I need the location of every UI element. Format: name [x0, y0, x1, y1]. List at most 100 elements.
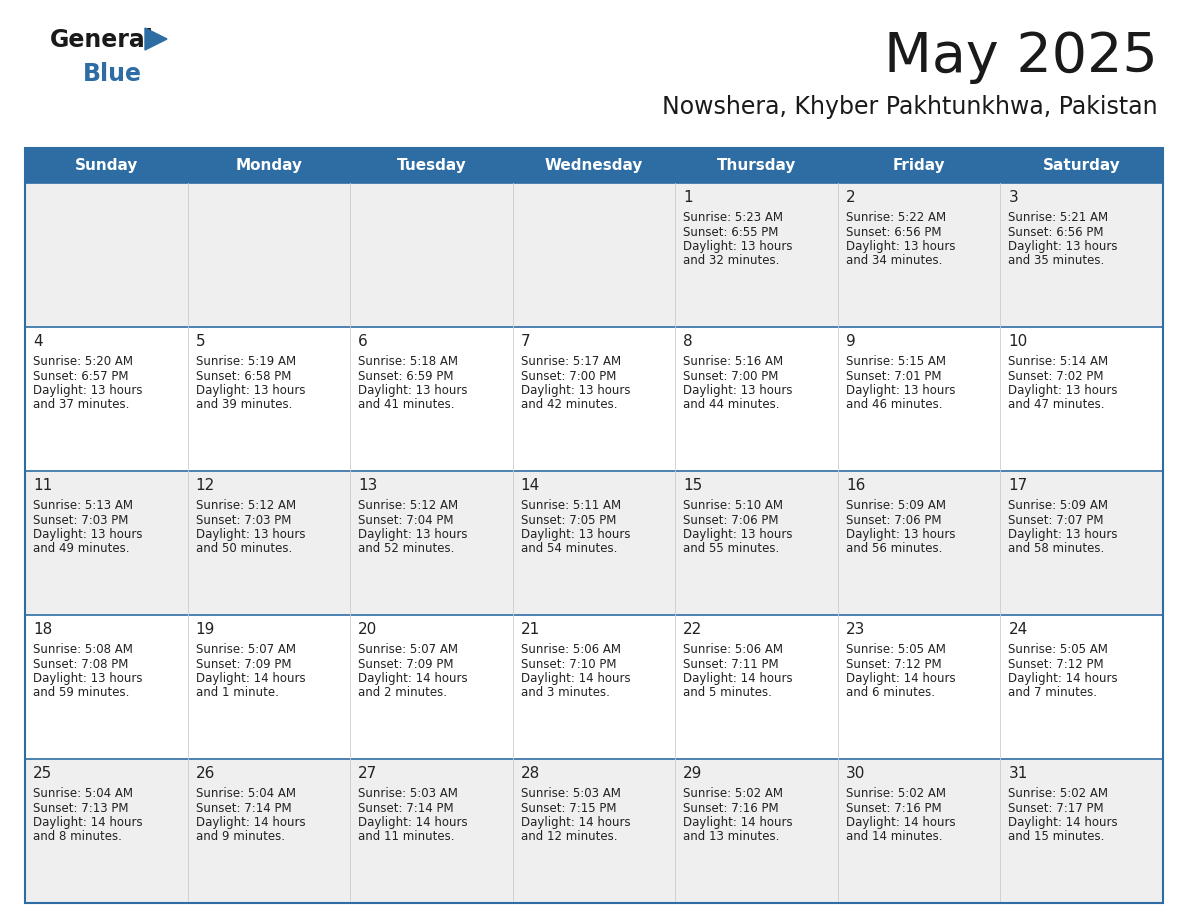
Text: Sunset: 7:14 PM: Sunset: 7:14 PM [196, 801, 291, 814]
Text: Sunset: 7:10 PM: Sunset: 7:10 PM [520, 657, 617, 670]
Text: Daylight: 13 hours: Daylight: 13 hours [683, 384, 792, 397]
Text: and 46 minutes.: and 46 minutes. [846, 398, 942, 411]
Text: Daylight: 13 hours: Daylight: 13 hours [1009, 528, 1118, 541]
Text: Sunset: 7:01 PM: Sunset: 7:01 PM [846, 370, 941, 383]
Bar [25, 471, 1163, 615]
Text: Sunrise: 5:16 AM: Sunrise: 5:16 AM [683, 355, 783, 368]
Text: 18: 18 [33, 622, 52, 637]
Text: and 55 minutes.: and 55 minutes. [683, 543, 779, 555]
Text: Daylight: 14 hours: Daylight: 14 hours [520, 672, 631, 685]
Text: Sunrise: 5:09 AM: Sunrise: 5:09 AM [1009, 499, 1108, 512]
Text: 16: 16 [846, 478, 865, 493]
Text: Nowshera, Khyber Pakhtunkhwa, Pakistan: Nowshera, Khyber Pakhtunkhwa, Pakistan [663, 95, 1158, 119]
Text: Sunrise: 5:06 AM: Sunrise: 5:06 AM [520, 643, 620, 656]
Text: Sunset: 7:02 PM: Sunset: 7:02 PM [1009, 370, 1104, 383]
Text: Sunrise: 5:09 AM: Sunrise: 5:09 AM [846, 499, 946, 512]
Bar [25, 327, 1163, 471]
Text: Sunrise: 5:22 AM: Sunrise: 5:22 AM [846, 211, 946, 224]
Text: and 39 minutes.: and 39 minutes. [196, 398, 292, 411]
Text: 23: 23 [846, 622, 865, 637]
Text: Daylight: 13 hours: Daylight: 13 hours [33, 528, 143, 541]
Text: and 34 minutes.: and 34 minutes. [846, 254, 942, 267]
Text: Daylight: 13 hours: Daylight: 13 hours [33, 384, 143, 397]
Text: and 5 minutes.: and 5 minutes. [683, 687, 772, 700]
Text: 13: 13 [358, 478, 378, 493]
Text: Sunrise: 5:04 AM: Sunrise: 5:04 AM [196, 787, 296, 800]
Bar [25, 148, 1163, 903]
Text: Daylight: 14 hours: Daylight: 14 hours [846, 672, 955, 685]
Text: Sunset: 7:15 PM: Sunset: 7:15 PM [520, 801, 617, 814]
Text: 28: 28 [520, 766, 541, 781]
Text: 15: 15 [683, 478, 702, 493]
Text: and 11 minutes.: and 11 minutes. [358, 831, 455, 844]
Text: 26: 26 [196, 766, 215, 781]
Text: Sunset: 7:12 PM: Sunset: 7:12 PM [846, 657, 941, 670]
Text: Daylight: 14 hours: Daylight: 14 hours [1009, 816, 1118, 829]
Text: and 8 minutes.: and 8 minutes. [33, 831, 122, 844]
Text: Sunrise: 5:20 AM: Sunrise: 5:20 AM [33, 355, 133, 368]
Text: Sunrise: 5:06 AM: Sunrise: 5:06 AM [683, 643, 783, 656]
Text: Sunset: 6:56 PM: Sunset: 6:56 PM [846, 226, 941, 239]
Text: Sunset: 6:55 PM: Sunset: 6:55 PM [683, 226, 778, 239]
Text: Monday: Monday [235, 158, 303, 173]
Text: 7: 7 [520, 334, 530, 349]
Text: and 12 minutes.: and 12 minutes. [520, 831, 618, 844]
Text: Sunset: 6:57 PM: Sunset: 6:57 PM [33, 370, 128, 383]
Text: Daylight: 13 hours: Daylight: 13 hours [846, 240, 955, 253]
Text: Sunday: Sunday [75, 158, 138, 173]
Text: Daylight: 14 hours: Daylight: 14 hours [683, 816, 792, 829]
Text: Sunset: 7:04 PM: Sunset: 7:04 PM [358, 513, 454, 527]
Text: Daylight: 14 hours: Daylight: 14 hours [683, 672, 792, 685]
Text: Sunrise: 5:17 AM: Sunrise: 5:17 AM [520, 355, 621, 368]
Text: Sunset: 7:05 PM: Sunset: 7:05 PM [520, 513, 617, 527]
Text: Sunrise: 5:19 AM: Sunrise: 5:19 AM [196, 355, 296, 368]
Text: 14: 14 [520, 478, 541, 493]
Text: and 2 minutes.: and 2 minutes. [358, 687, 447, 700]
Text: Thursday: Thursday [716, 158, 796, 173]
Text: 24: 24 [1009, 622, 1028, 637]
Text: 6: 6 [358, 334, 368, 349]
Text: Sunset: 7:09 PM: Sunset: 7:09 PM [358, 657, 454, 670]
Text: Sunset: 6:58 PM: Sunset: 6:58 PM [196, 370, 291, 383]
Bar [25, 759, 1163, 903]
Text: 4: 4 [33, 334, 43, 349]
Text: Sunrise: 5:18 AM: Sunrise: 5:18 AM [358, 355, 459, 368]
Text: 19: 19 [196, 622, 215, 637]
Text: Sunset: 6:56 PM: Sunset: 6:56 PM [1009, 226, 1104, 239]
Text: 5: 5 [196, 334, 206, 349]
Text: Daylight: 13 hours: Daylight: 13 hours [358, 384, 468, 397]
Text: 27: 27 [358, 766, 378, 781]
Text: 20: 20 [358, 622, 378, 637]
Text: Sunrise: 5:12 AM: Sunrise: 5:12 AM [196, 499, 296, 512]
Text: 10: 10 [1009, 334, 1028, 349]
Text: Sunset: 7:03 PM: Sunset: 7:03 PM [196, 513, 291, 527]
Text: and 15 minutes.: and 15 minutes. [1009, 831, 1105, 844]
Text: Daylight: 13 hours: Daylight: 13 hours [196, 528, 305, 541]
Text: Sunset: 7:09 PM: Sunset: 7:09 PM [196, 657, 291, 670]
Text: and 1 minute.: and 1 minute. [196, 687, 278, 700]
Text: Sunrise: 5:08 AM: Sunrise: 5:08 AM [33, 643, 133, 656]
Text: Sunrise: 5:07 AM: Sunrise: 5:07 AM [196, 643, 296, 656]
Text: and 37 minutes.: and 37 minutes. [33, 398, 129, 411]
Text: Sunset: 7:13 PM: Sunset: 7:13 PM [33, 801, 128, 814]
Text: Sunrise: 5:02 AM: Sunrise: 5:02 AM [846, 787, 946, 800]
Text: 21: 21 [520, 622, 541, 637]
Text: May 2025: May 2025 [884, 30, 1158, 84]
Text: Sunset: 7:12 PM: Sunset: 7:12 PM [1009, 657, 1104, 670]
Text: Sunset: 7:06 PM: Sunset: 7:06 PM [846, 513, 941, 527]
Text: Sunrise: 5:03 AM: Sunrise: 5:03 AM [520, 787, 620, 800]
Text: 8: 8 [683, 334, 693, 349]
Text: and 54 minutes.: and 54 minutes. [520, 543, 617, 555]
Text: Sunrise: 5:10 AM: Sunrise: 5:10 AM [683, 499, 783, 512]
Text: and 50 minutes.: and 50 minutes. [196, 543, 292, 555]
Text: Daylight: 13 hours: Daylight: 13 hours [196, 384, 305, 397]
Text: Daylight: 13 hours: Daylight: 13 hours [520, 384, 630, 397]
Text: General: General [50, 28, 154, 52]
Text: Daylight: 13 hours: Daylight: 13 hours [683, 528, 792, 541]
Text: Sunset: 7:11 PM: Sunset: 7:11 PM [683, 657, 779, 670]
Text: and 6 minutes.: and 6 minutes. [846, 687, 935, 700]
Text: 22: 22 [683, 622, 702, 637]
Text: Blue: Blue [83, 62, 143, 86]
Text: Tuesday: Tuesday [397, 158, 467, 173]
Text: and 41 minutes.: and 41 minutes. [358, 398, 455, 411]
